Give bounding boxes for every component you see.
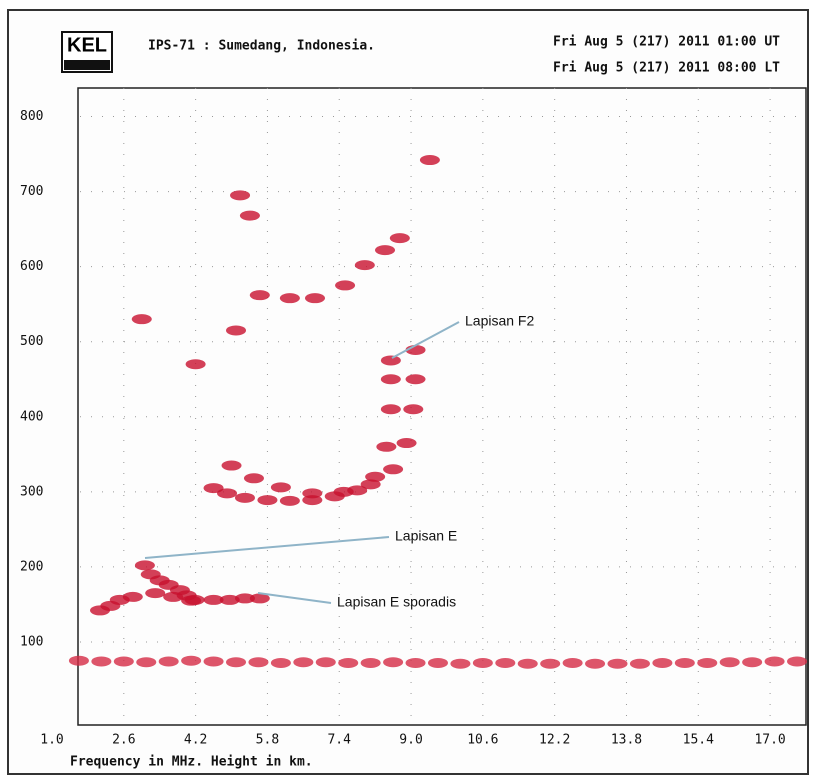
logo-bar	[64, 60, 110, 70]
echo	[114, 656, 134, 666]
echo	[222, 461, 242, 471]
echo	[495, 658, 515, 668]
x-tick-label: 17.0	[754, 733, 785, 748]
echo	[226, 657, 246, 667]
echo	[226, 325, 246, 335]
echo	[305, 293, 325, 303]
echo	[630, 659, 650, 669]
echo	[742, 657, 762, 667]
echo	[383, 657, 403, 667]
echo	[765, 656, 785, 666]
echo	[787, 656, 807, 666]
echo	[675, 658, 695, 668]
echo	[204, 656, 224, 666]
echo	[450, 659, 470, 669]
logo: KEL	[67, 34, 107, 56]
echo	[186, 359, 206, 369]
echo	[159, 656, 179, 666]
echo	[217, 488, 237, 498]
y-tick-label: 100	[20, 634, 43, 649]
echo	[181, 656, 201, 666]
echo	[376, 442, 396, 452]
station: IPS-71 : Sumedang, Indonesia.	[148, 39, 375, 54]
y-tick-label: 600	[20, 259, 43, 274]
x-tick-label: 5.8	[256, 733, 279, 748]
echo	[540, 659, 560, 669]
echo	[230, 190, 250, 200]
echo	[248, 657, 268, 667]
echo	[383, 464, 403, 474]
echo	[518, 659, 538, 669]
echo	[375, 245, 395, 255]
y-tick-label: 200	[20, 559, 43, 574]
x-tick-label: 15.4	[683, 733, 714, 748]
echo	[338, 658, 358, 668]
echo	[720, 657, 740, 667]
x-tick-label: 1.0	[40, 733, 63, 748]
echo	[145, 588, 165, 598]
time-ut: Fri Aug 5 (217) 2011 01:00 UT	[553, 35, 780, 50]
annotation: Lapisan F2	[465, 313, 534, 329]
echo	[293, 657, 313, 667]
echo	[235, 493, 255, 503]
ionogram: KEL IPS-71 : Sumedang, Indonesia. Fri Au…	[0, 0, 815, 778]
y-tick-label: 700	[20, 184, 43, 199]
echo	[335, 280, 355, 290]
echo	[473, 658, 493, 668]
echo	[361, 658, 381, 668]
y-tick-label: 300	[20, 484, 43, 499]
x-tick-label: 13.8	[611, 733, 642, 748]
echo	[608, 659, 628, 669]
y-tick-label: 800	[20, 109, 43, 124]
x-tick-label: 12.2	[539, 733, 570, 748]
echo	[91, 656, 111, 666]
echo	[250, 290, 270, 300]
x-tick-label: 4.2	[184, 733, 207, 748]
echo	[136, 657, 156, 667]
echo	[280, 496, 300, 506]
x-tick-label: 7.4	[327, 733, 351, 748]
echo	[361, 479, 381, 489]
annotation: Lapisan E	[395, 528, 457, 544]
echo	[420, 155, 440, 165]
echo	[697, 658, 717, 668]
echo	[355, 260, 375, 270]
echo	[240, 211, 260, 221]
echo	[563, 658, 583, 668]
echo	[316, 657, 336, 667]
x-tick-label: 9.0	[399, 733, 422, 748]
echo	[244, 473, 264, 483]
axis-label: Frequency in MHz. Height in km.	[70, 755, 313, 770]
echo	[381, 404, 401, 414]
echo	[381, 374, 401, 384]
y-tick-label: 400	[20, 409, 43, 424]
y-tick-label: 500	[20, 334, 43, 349]
echo	[302, 488, 322, 498]
x-tick-label: 2.6	[112, 733, 135, 748]
time-lt: Fri Aug 5 (217) 2011 08:00 LT	[553, 61, 780, 76]
echo	[280, 293, 300, 303]
echo	[135, 560, 155, 570]
echo	[271, 658, 291, 668]
echo	[390, 233, 410, 243]
echo	[257, 495, 277, 505]
echo	[163, 592, 183, 602]
echo	[271, 482, 291, 492]
x-tick-label: 10.6	[467, 733, 498, 748]
echo	[652, 658, 672, 668]
echo	[585, 659, 605, 669]
echo	[428, 658, 448, 668]
echo	[403, 404, 423, 414]
echo	[406, 658, 426, 668]
echo	[381, 355, 401, 365]
echo	[406, 374, 426, 384]
echo	[69, 656, 89, 666]
echo	[181, 596, 201, 606]
echo	[132, 314, 152, 324]
echo	[334, 487, 354, 497]
echo	[397, 438, 417, 448]
annotation: Lapisan E sporadis	[337, 594, 456, 610]
echo	[123, 592, 143, 602]
